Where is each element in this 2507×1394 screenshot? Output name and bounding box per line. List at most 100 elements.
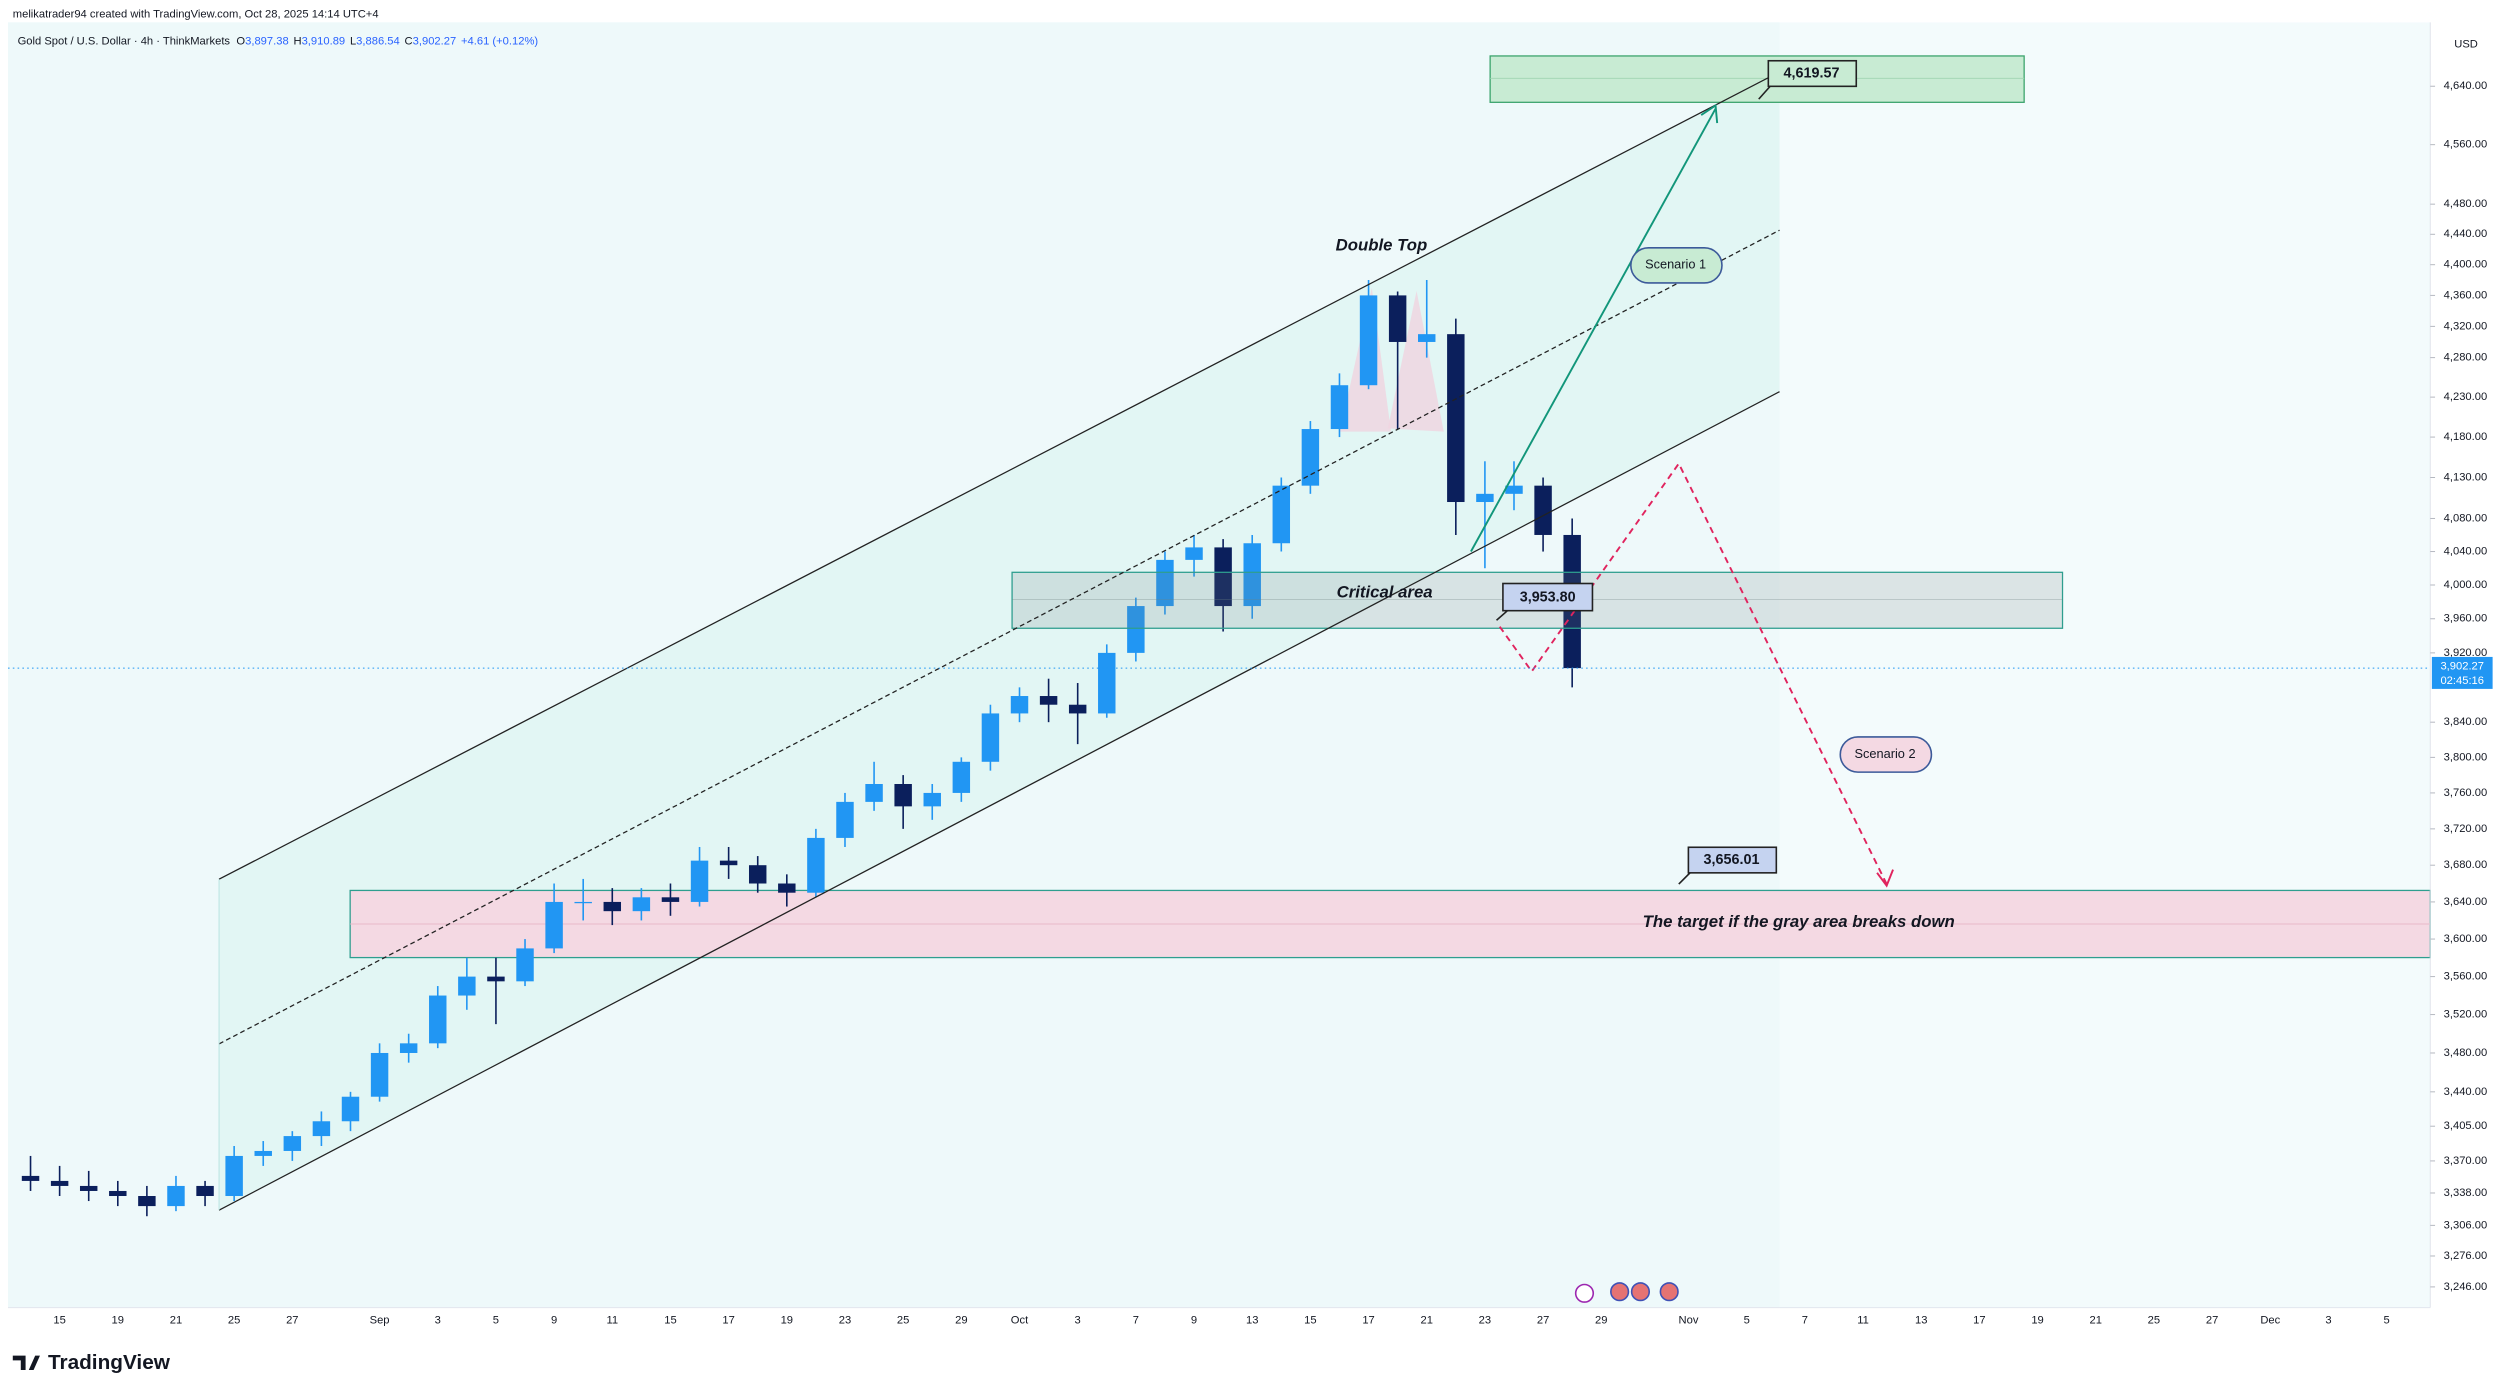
y-tick-label: 3,560.00 (2444, 971, 2488, 983)
x-tick-label: 15 (1304, 1314, 1316, 1326)
candle-body (1505, 485, 1523, 494)
candle-body (254, 1150, 272, 1156)
x-tick-label: 11 (1857, 1314, 1869, 1326)
y-tick-label: 3,480.00 (2444, 1047, 2488, 1059)
x-tick-label: 23 (1479, 1314, 1491, 1326)
candle-body (1359, 295, 1378, 386)
x-tick-label: 19 (112, 1314, 124, 1326)
candles (21, 280, 1581, 1217)
scenario-1-arrow (1470, 108, 1717, 552)
candle-body (545, 901, 563, 949)
candle-body (894, 784, 912, 807)
change: +4.61 (+0.12%) (461, 36, 538, 48)
candle-body (458, 976, 476, 996)
candle-body (399, 1043, 418, 1053)
y-tick-label: 4,180.00 (2444, 431, 2488, 443)
candle-body (50, 1180, 69, 1186)
candle-body (1388, 295, 1407, 342)
event-icon[interactable] (1574, 1283, 1595, 1303)
candle-body (312, 1121, 331, 1137)
x-tick-label: 17 (722, 1314, 734, 1326)
ohlc-value: 3,897.38 (245, 36, 289, 48)
logo-icon (12, 1355, 40, 1371)
candle-body (370, 1052, 389, 1097)
symbol: Gold Spot / U.S. Dollar · 4h · ThinkMark… (18, 36, 231, 48)
candle-body (836, 801, 854, 838)
y-tick-label: 4,360.00 (2444, 289, 2488, 301)
x-tick-label: 13 (1915, 1314, 1927, 1326)
x-tick-label: Nov (1679, 1314, 1699, 1326)
candle-body (1534, 485, 1552, 535)
x-tick-label: 7 (1133, 1314, 1139, 1326)
y-tick-label: 3,405.00 (2444, 1120, 2488, 1132)
candle-body (1243, 543, 1261, 607)
x-tick-label: 3 (435, 1314, 441, 1326)
candle-body (632, 897, 651, 912)
x-tick-label: 5 (2384, 1314, 2390, 1326)
event-icon[interactable] (1659, 1282, 1679, 1302)
candle-body (79, 1185, 98, 1191)
y-tick-label: 4,560.00 (2444, 139, 2488, 151)
ohlc-key: H (294, 36, 302, 48)
candle-body (1301, 429, 1320, 486)
currency: USD (2454, 39, 2478, 51)
candle-body (778, 883, 796, 893)
candle-body (341, 1096, 360, 1122)
price-callout (1687, 846, 1778, 874)
y-tick-label: 3,370.00 (2444, 1155, 2488, 1167)
ohlc-key: C (405, 36, 413, 48)
candle-body (807, 837, 825, 893)
scenario-2-label: Scenario 2 (1855, 746, 1916, 761)
scenario-1-label: Scenario 1 (1645, 257, 1706, 272)
arrow-head (1876, 869, 1894, 888)
y-tick-label: 4,320.00 (2444, 320, 2488, 332)
critical-area-label: Critical area (1337, 583, 1433, 602)
candle-body (574, 901, 592, 904)
candle-body (1214, 547, 1232, 607)
x-tick-label: 3 (1075, 1314, 1081, 1326)
candle-body (981, 713, 1000, 762)
candle-body (1418, 334, 1436, 342)
candle-body (603, 901, 622, 912)
event-icon[interactable] (1630, 1282, 1651, 1302)
y-tick-label: 4,040.00 (2444, 546, 2488, 558)
x-tick-label: 17 (1362, 1314, 1374, 1326)
candle-body (21, 1175, 40, 1181)
x-tick-label: 27 (286, 1314, 298, 1326)
countdown: 02:45:16 (2440, 675, 2484, 687)
y-tick-label: 3,246.00 (2444, 1281, 2488, 1293)
x-tick-label: 5 (493, 1314, 499, 1326)
symbol-line: Gold Spot / U.S. Dollar · 4h · ThinkMark… (18, 36, 539, 48)
y-tick-label: 4,130.00 (2444, 471, 2488, 483)
y-tick-label: 4,280.00 (2444, 352, 2488, 364)
x-tick-label: 17 (1973, 1314, 1985, 1326)
x-tick-label: Dec (2260, 1314, 2280, 1326)
x-tick-label: 25 (2148, 1314, 2160, 1326)
candle-body (719, 860, 738, 866)
x-tick-label: 13 (1246, 1314, 1258, 1326)
double-top-shade (1387, 290, 1444, 432)
y-tick-label: 3,306.00 (2444, 1219, 2488, 1231)
candle-body (661, 897, 680, 902)
price-callout-label: 3,656.01 (1704, 852, 1760, 868)
candle-body (1039, 696, 1058, 705)
channel-lower (218, 391, 1780, 1211)
x-tick-label: 25 (228, 1314, 240, 1326)
candle-body (283, 1136, 302, 1151)
ohlc-value: 3,902.27 (413, 36, 457, 48)
channel-upper (218, 71, 1780, 880)
price-callout-label: 3,953.80 (1520, 590, 1576, 606)
candle-body (225, 1155, 243, 1197)
x-tick-label: 19 (2031, 1314, 2043, 1326)
current-price-label: 3,902.27 (2440, 660, 2484, 672)
price-callout-label: 4,619.57 (1784, 65, 1840, 81)
y-tick-label: 4,440.00 (2444, 228, 2488, 240)
event-icon[interactable] (1610, 1282, 1630, 1302)
candle-body (1476, 493, 1494, 503)
x-tick-label: 9 (1191, 1314, 1197, 1326)
candle-body (952, 761, 971, 793)
candle-body (516, 948, 534, 982)
x-tick-label: 21 (2090, 1314, 2102, 1326)
